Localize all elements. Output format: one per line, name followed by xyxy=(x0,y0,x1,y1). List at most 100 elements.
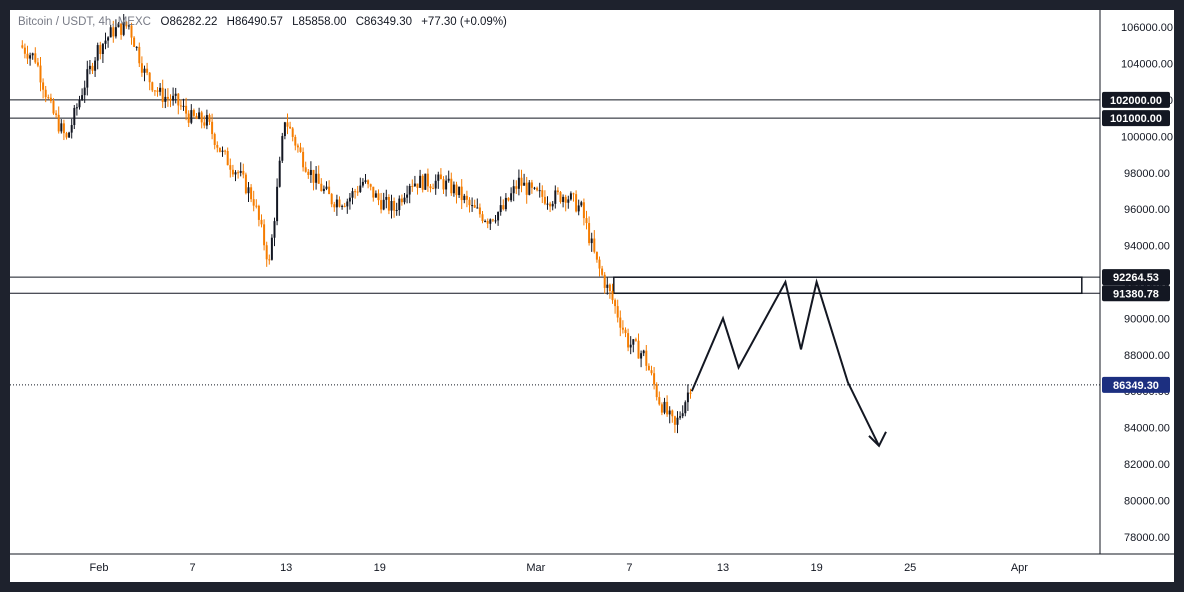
candle-body xyxy=(255,205,258,207)
candle-body xyxy=(481,214,484,221)
candle-body xyxy=(588,223,591,244)
candle-body xyxy=(616,306,619,318)
y-tick-label: 96000.00 xyxy=(1124,204,1170,216)
candle-body xyxy=(356,191,359,193)
candle-body xyxy=(143,68,146,73)
candle-body xyxy=(239,170,242,173)
candle-body xyxy=(666,401,669,415)
candle-body xyxy=(226,151,229,166)
candle-body xyxy=(673,416,676,425)
candle-body xyxy=(39,65,42,83)
candle-body xyxy=(523,182,526,186)
candle-body xyxy=(455,184,458,196)
candle-body xyxy=(608,284,611,292)
chart-frame[interactable]: 78000.0080000.0082000.0084000.0086000.00… xyxy=(10,10,1174,582)
candle-body xyxy=(221,150,224,152)
candle-body xyxy=(190,110,193,123)
candle-body xyxy=(426,173,429,187)
candle-body xyxy=(325,186,328,189)
y-tick-label: 80000.00 xyxy=(1124,495,1170,507)
level-price-tag: 102000.00 xyxy=(1110,95,1162,107)
candle-body xyxy=(416,183,419,188)
candle-body xyxy=(473,205,476,208)
candle-body xyxy=(224,150,227,152)
candle-body xyxy=(309,169,312,175)
low-label: L xyxy=(292,16,299,28)
candle-body xyxy=(541,190,544,197)
symbol-legend: Bitcoin / USDT, 4h, MEXC O86282.22 H8649… xyxy=(18,16,513,28)
candle-body xyxy=(445,180,448,190)
candle-body xyxy=(421,175,424,190)
candle-body xyxy=(44,89,47,98)
candle-body xyxy=(606,284,609,288)
candle-body xyxy=(406,194,409,198)
candle-body xyxy=(270,237,273,260)
candle-body xyxy=(31,53,34,56)
candle-body xyxy=(411,185,414,187)
candle-body xyxy=(468,199,471,206)
candle-body xyxy=(512,186,515,194)
candle-body xyxy=(172,95,175,101)
candle-body xyxy=(187,113,190,123)
candle-body xyxy=(164,96,167,102)
x-tick-label: Mar xyxy=(526,562,545,574)
candle-body xyxy=(361,181,364,186)
candle-body xyxy=(489,219,492,224)
candle-body xyxy=(681,413,684,417)
y-tick-label: 106000.00 xyxy=(1121,22,1173,34)
candle-body xyxy=(569,193,572,200)
candle-body xyxy=(458,186,461,196)
candle-body xyxy=(658,397,661,405)
candle-body xyxy=(668,410,671,415)
candle-body xyxy=(580,202,583,206)
candle-body xyxy=(146,68,149,73)
candle-body xyxy=(611,291,614,301)
candle-body xyxy=(637,340,640,359)
high-label: H xyxy=(226,16,235,28)
candle-body xyxy=(497,212,500,221)
candle-body xyxy=(107,37,110,41)
candle-body xyxy=(281,136,284,161)
candle-body xyxy=(380,200,383,210)
candle-body xyxy=(398,198,401,211)
candle-body xyxy=(289,126,292,129)
candle-body xyxy=(543,196,546,204)
candle-body xyxy=(536,187,539,191)
candle-body xyxy=(593,238,596,252)
candle-body xyxy=(99,45,102,54)
candle-body xyxy=(364,180,367,182)
candle-body xyxy=(78,99,81,108)
candle-body xyxy=(317,173,320,184)
candle-body xyxy=(627,333,630,348)
candle-body xyxy=(315,173,318,183)
candle-body xyxy=(177,93,180,106)
candle-body xyxy=(348,197,351,202)
candle-body xyxy=(218,147,221,152)
candle-body xyxy=(387,196,390,211)
y-tick-label: 98000.00 xyxy=(1124,168,1170,180)
candle-body xyxy=(442,179,445,190)
candle-body xyxy=(125,21,128,27)
candle-body xyxy=(494,220,497,222)
price-chart[interactable]: 78000.0080000.0082000.0084000.0086000.00… xyxy=(10,10,1174,582)
candle-body xyxy=(439,174,442,180)
candle-body xyxy=(634,339,637,341)
candle-body xyxy=(166,96,169,99)
candle-body xyxy=(114,27,117,37)
candle-body xyxy=(460,186,463,201)
candle-body xyxy=(351,191,354,198)
candle-body xyxy=(127,25,130,27)
candle-body xyxy=(68,132,71,138)
candle-body xyxy=(330,194,333,205)
candle-body xyxy=(94,60,97,71)
candle-body xyxy=(395,210,398,212)
candle-body xyxy=(320,183,323,192)
candle-body xyxy=(554,190,557,204)
candle-body xyxy=(476,207,479,209)
candle-body xyxy=(647,365,650,371)
projection-arrowhead xyxy=(868,431,887,448)
candle-body xyxy=(624,329,627,334)
candle-body xyxy=(504,197,507,210)
level-price-tag: 91380.78 xyxy=(1113,288,1159,300)
candle-body xyxy=(101,43,104,54)
